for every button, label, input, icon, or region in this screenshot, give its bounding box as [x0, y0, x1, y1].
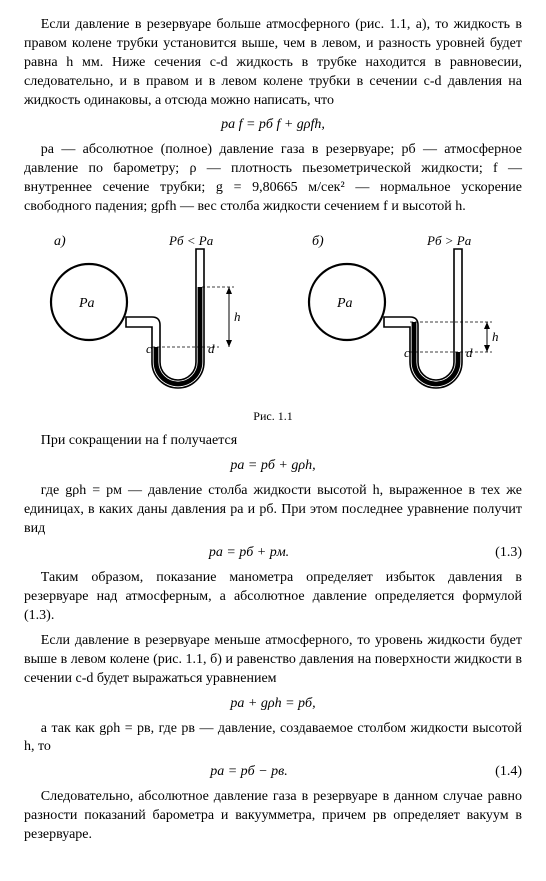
fig-label-b: б) — [312, 234, 324, 249]
equation-3: pа = pб + pм. (1.3) — [24, 544, 522, 563]
equation-3-number: (1.3) — [474, 544, 522, 563]
paragraph-8: Следовательно, абсолютное давление газа … — [24, 788, 522, 845]
h-arrow-bot-a — [226, 340, 232, 347]
utube-outline-a — [126, 249, 204, 388]
paragraph-4: где gρh = pм — давление столба жидкости … — [24, 482, 522, 539]
h-arrow-top-b — [484, 322, 490, 329]
mark-d-a: d — [208, 341, 215, 356]
mark-d-b: d — [466, 345, 473, 360]
liquid-b — [412, 322, 461, 386]
paragraph-3: При сокращении на f получается — [24, 432, 522, 451]
manometer-diagram: а) Pб < Pа Pа c d h б) Pб > Pа Pа — [24, 227, 522, 397]
equation-4: pа + gρh = pб, — [24, 695, 522, 714]
mark-c-b: c — [404, 345, 410, 360]
equation-1: pа f = pб f + gρfh, — [24, 116, 522, 135]
figure-1-1: а) Pб < Pа Pа c d h б) Pб > Pа Pа — [24, 227, 522, 404]
h-label-b: h — [492, 329, 499, 344]
paragraph-7: а так как gρh = pв, где pв — давление, с… — [24, 720, 522, 758]
paragraph-6: Если давление в резервуаре меньше атмосф… — [24, 632, 522, 689]
equation-5-body: pа = pб − pв. — [24, 763, 474, 782]
reservoir-label-a: Pа — [78, 296, 95, 311]
paragraph-5: Таким образом, показание манометра опред… — [24, 569, 522, 626]
paragraph-1: Если давление в резервуаре больше атмосф… — [24, 16, 522, 110]
equation-5: pа = pб − pв. (1.4) — [24, 763, 522, 782]
utube-outline-b — [384, 249, 462, 388]
reservoir-label-b: Pа — [336, 296, 353, 311]
h-arrow-bot-b — [484, 345, 490, 352]
mark-c-a: c — [146, 341, 152, 356]
equation-5-number: (1.4) — [474, 763, 522, 782]
fig-label-a: а) — [54, 234, 66, 249]
figure-caption: Рис. 1.1 — [24, 408, 522, 424]
h-label-a: h — [234, 309, 241, 324]
equation-2: pа = pб + gρh, — [24, 457, 522, 476]
equation-3-body: pа = pб + pм. — [24, 544, 474, 563]
paragraph-2: pа — абсолютное (полное) давление газа в… — [24, 141, 522, 217]
h-arrow-top-a — [226, 287, 232, 294]
fig-ineq-b: Pб > Pа — [426, 233, 472, 248]
fig-ineq-a: Pб < Pа — [168, 233, 214, 248]
